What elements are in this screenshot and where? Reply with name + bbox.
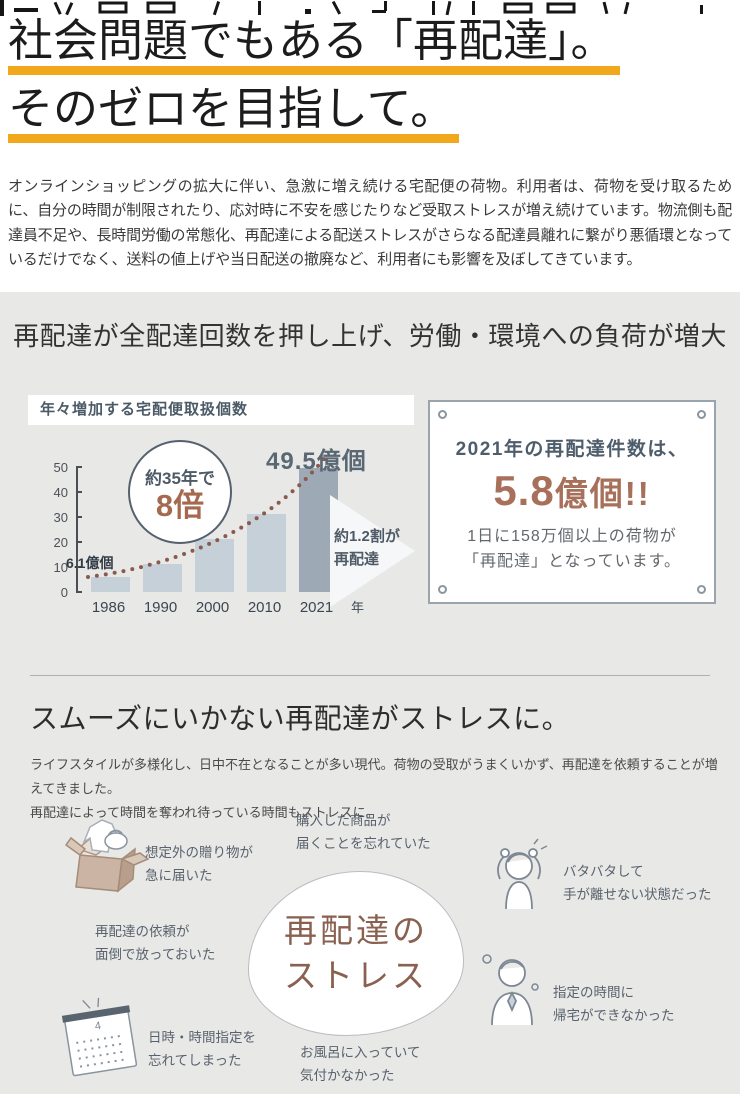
callout-number-value: 5.8 (493, 467, 555, 514)
stats-section-heading: 再配達が全配達回数を押し上げ、労働・環境への負荷が増大 (13, 321, 727, 351)
screw-icon (697, 410, 706, 419)
stress-item-label: 購入した商品が 届くことを忘れていた (296, 813, 431, 851)
flustered-person-icon (497, 838, 548, 910)
x-tick-label: 1990 (143, 599, 178, 616)
stress-center-label: 再配達の ストレス (284, 911, 428, 994)
stress-item-label: バタバタして 手が離せない状態だった (563, 864, 712, 902)
section-divider (30, 675, 710, 676)
page-title-line2: そのゼロを目指して。 (8, 84, 460, 143)
y-tick-label: 0 (60, 585, 68, 600)
stats-section: 再配達が全配達回数を押し上げ、労働・環境への負荷が増大 年々増加する宅配便取扱個… (0, 292, 740, 675)
growth-annotation-circle: 約35年で 8倍 (128, 440, 232, 544)
trend-dotted-line (86, 457, 326, 579)
y-tick (76, 566, 82, 568)
page-title-line1: 社会問題でもある「再配達」。 (8, 16, 620, 75)
bar-2010 (247, 514, 286, 592)
stress-item-label: 日時・時間指定を 忘れてしまった (148, 1030, 256, 1068)
y-tick-label: 50 (53, 460, 68, 475)
stress-item-label: 再配達の依頼が 面倒で放っておいた (95, 924, 216, 962)
callout-heading: 2021年の再配達件数は、 (455, 439, 689, 460)
callout-description: 1日に158万個以上の荷物が 「再配達」となっています。 (462, 528, 682, 570)
chart-title: 年々増加する宅配便取扱個数 (28, 395, 414, 425)
y-tick (76, 541, 82, 543)
x-labels: 1986 1990 2000 2010 2021 年 (76, 597, 376, 616)
x-tick-label: 1986 (91, 599, 126, 616)
y-tick-label: 30 (53, 510, 68, 525)
bar-1986 (91, 577, 130, 592)
x-tick-label: 2010 (247, 599, 282, 616)
y-tick (76, 516, 82, 518)
growth-annotation-line1: 約35年で (145, 469, 215, 488)
first-bar-value-label: 6.1億個 (66, 555, 114, 571)
stress-center-bubble: 再配達の ストレス (248, 871, 464, 1036)
stress-section: スムーズにいかない再配達がストレスに。 ライフスタイルが多様化し、日中不在となる… (0, 675, 740, 1094)
stress-causes-cluster: 想定外の贈り物が 急に届いた 購入した商品が 届くことを忘れていた 再配達の依頼… (0, 675, 740, 1094)
screw-icon (438, 585, 447, 594)
y-tick (76, 491, 82, 493)
x-tick-label: 2000 (195, 599, 230, 616)
redelivery-arrow-icon (330, 495, 415, 607)
stress-item-label: 指定の時間に 帰宅ができなかった (553, 985, 675, 1023)
clipped-heading-fragments (0, 0, 703, 16)
growth-annotation-line2: 8倍 (155, 488, 205, 523)
peak-bar-value-label: 49.5億個 (266, 448, 367, 475)
calendar-icon: 4 (61, 997, 138, 1077)
x-tick-label: 2021 (299, 599, 334, 616)
gift-box-icon (64, 819, 150, 893)
callout-big-number: 5.8億個!! (430, 467, 714, 515)
y-tick (76, 466, 82, 468)
stress-item-label: 想定外の贈り物が 急に届いた (145, 845, 253, 883)
redelivery-stat-callout: 2021年の再配達件数は、 5.8億個!! 1日に158万個以上の荷物が 「再配… (428, 400, 716, 604)
redelivery-arrow-label: 約1.2割が 再配達 (334, 528, 400, 568)
waiting-person-icon (482, 954, 539, 1025)
y-tick-label: 40 (53, 485, 68, 500)
y-tick-label: 20 (53, 535, 68, 550)
page-title: 社会問題でもある「再配達」。 そのゼロを目指して。 (8, 16, 732, 152)
hero-section: 社会問題でもある「再配達」。 そのゼロを目指して。 オンラインショッピングの拡大… (0, 16, 740, 292)
stress-intro-paragraph: ライフスタイルが多様化し、日中不在となることが多い現代。荷物の受取がうまくいかず… (30, 757, 718, 821)
y-tick-label: 10 (53, 560, 68, 575)
intro-paragraph: オンラインショッピングの拡大に伴い、急激に増え続ける宅配便の荷物。利用者は、荷物… (8, 178, 732, 268)
y-tick (76, 591, 82, 593)
stress-item-label: お風呂に入っていて 気付かなかった (300, 1045, 421, 1083)
parcel-volume-chart: 年々増加する宅配便取扱個数 0 10 20 30 40 50 1986 1990 2000 20… (28, 395, 415, 635)
callout-number-unit: 億個!! (554, 475, 651, 512)
bar-1990 (143, 564, 182, 592)
screw-icon (438, 410, 447, 419)
screw-icon (697, 585, 706, 594)
svg-text:4: 4 (94, 1020, 102, 1033)
stress-section-heading: スムーズにいかない再配達がストレスに。 (30, 703, 571, 734)
